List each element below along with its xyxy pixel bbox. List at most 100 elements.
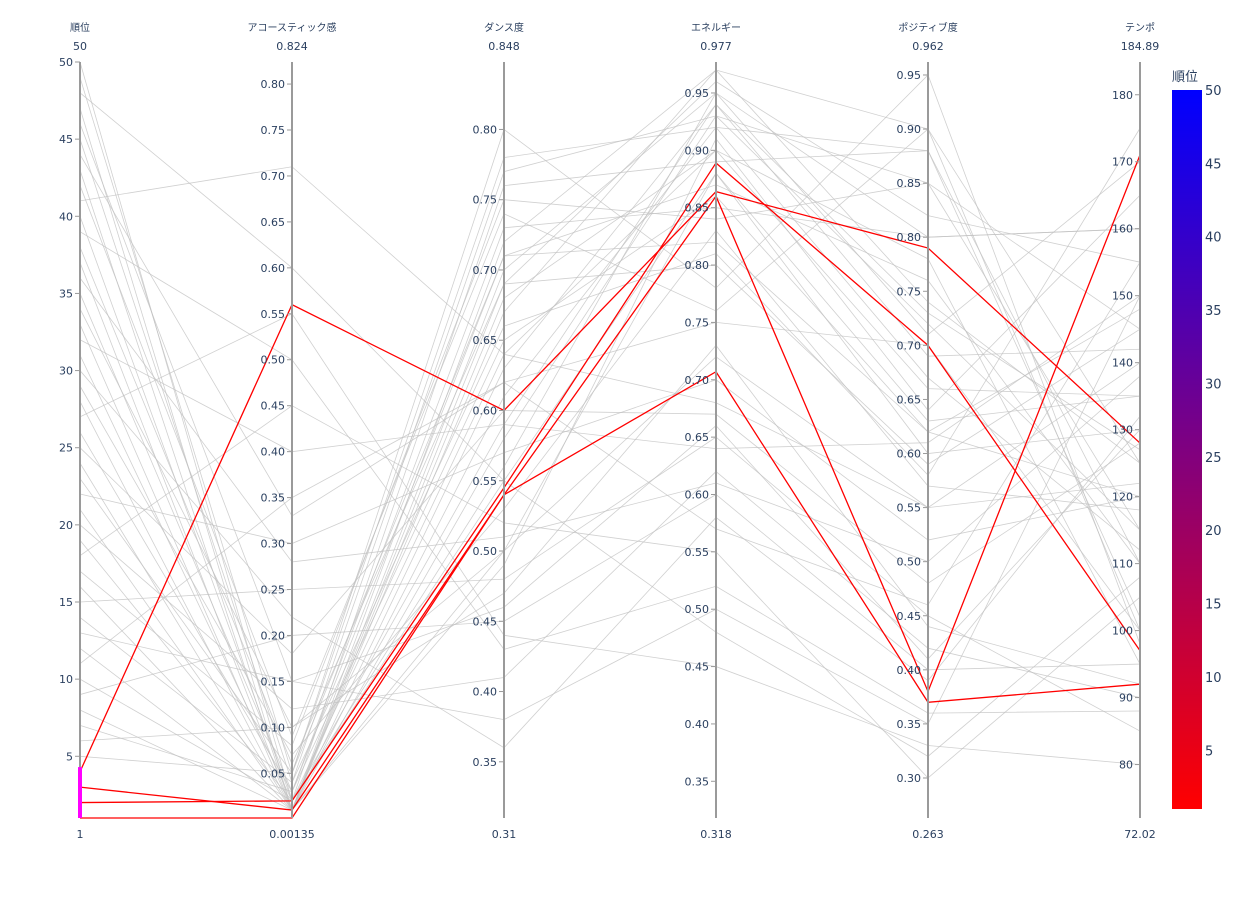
axis-title[interactable]: アコースティック感 [248, 21, 337, 34]
tick-label: 0.75 [473, 194, 498, 207]
tick-label: 0.80 [261, 78, 286, 91]
colorbar-tick-label: 5 [1205, 744, 1213, 759]
tick-label: 150 [1112, 290, 1133, 303]
tick-label: 20 [59, 519, 73, 532]
tick-label: 0.70 [473, 264, 498, 277]
axes-group: 順位5015101520253035404550アコースティック感0.8240.… [59, 21, 1159, 841]
tick-label: 170 [1112, 156, 1133, 169]
tick-label: 0.60 [261, 262, 286, 275]
tick-label: 160 [1112, 223, 1133, 236]
axis-min-label: 0.263 [912, 828, 944, 841]
data-lines-highlighted [79, 154, 1141, 819]
tick-label: 45 [59, 133, 73, 146]
data-line [79, 128, 1141, 738]
data-line [79, 405, 1141, 779]
colorbar-tick-label: 40 [1205, 231, 1222, 246]
tick-label: 0.60 [685, 488, 710, 501]
axis-valence[interactable]: ポジティブ度 0.962 0.263 0.30 0.35 0.40 0.45 0.50 0.55… [897, 21, 958, 841]
data-line [79, 92, 1141, 802]
data-line [79, 313, 1141, 765]
colorbar: 順位 5 10 15 20 25 30 35 40 45 50 [1172, 70, 1222, 809]
data-line [79, 74, 1141, 775]
data-line [79, 231, 1141, 714]
tick-label: 0.40 [261, 446, 286, 459]
tick-label: 0.70 [261, 170, 286, 183]
tick-label: 0.05 [261, 767, 286, 780]
colorbar-tick-label: 20 [1205, 524, 1222, 539]
tick-label: 35 [59, 287, 73, 300]
data-line [79, 410, 1141, 655]
tick-label: 180 [1112, 89, 1133, 102]
tick-label: 0.50 [473, 545, 498, 558]
data-line [79, 207, 1141, 793]
tick-label: 0.80 [473, 123, 498, 136]
axis-danceability[interactable]: ダンス度 0.848 0.31 0.35 0.40 0.45 0.50 0.55 0.60 0.6… [473, 21, 524, 841]
tick-label: 10 [59, 673, 73, 686]
tick-label: 15 [59, 596, 73, 609]
data-line [79, 126, 1141, 774]
data-line [79, 61, 1141, 802]
axis-tempo[interactable]: テンポ 184.89 72.02 80 90 100 110 120 130 140 150 160 1… [1112, 22, 1159, 841]
data-line [79, 69, 1141, 812]
colorbar-title: 順位 [1172, 70, 1198, 85]
tick-label: 0.70 [897, 339, 922, 352]
axis-min-label: 1 [77, 828, 84, 841]
axis-min-label: 72.02 [1124, 828, 1156, 841]
tick-label: 0.35 [261, 492, 286, 505]
axis-min-label: 0.00135 [269, 828, 315, 841]
data-line [79, 379, 1141, 544]
data-line [79, 277, 1141, 563]
tick-label: 80 [1119, 759, 1133, 772]
axis-title[interactable]: ダンス度 [484, 21, 524, 34]
colorbar-tick-label: 35 [1205, 304, 1222, 319]
tick-label: 0.70 [685, 374, 710, 387]
axis-max-label: 50 [73, 40, 87, 53]
data-line [79, 115, 1141, 784]
data-line [79, 184, 1141, 793]
data-line [79, 80, 1141, 811]
data-line [79, 115, 1141, 811]
tick-label: 5 [66, 750, 73, 763]
axis-min-label: 0.318 [700, 828, 732, 841]
colorbar-tick-label: 45 [1205, 157, 1222, 172]
tick-label: 0.40 [685, 718, 710, 731]
tick-label: 25 [59, 442, 73, 455]
colorbar-gradient [1172, 90, 1202, 809]
tick-label: 120 [1112, 491, 1133, 504]
data-line [79, 295, 1141, 453]
axis-energy[interactable]: エネルギー 0.977 0.318 0.35 0.40 0.45 0.50 0.55 0.60 0… [685, 22, 742, 841]
data-line [79, 150, 1141, 802]
tick-label: 90 [1119, 692, 1133, 705]
tick-label: 50 [59, 56, 73, 69]
tick-label: 0.45 [261, 400, 286, 413]
tick-label: 0.55 [261, 308, 286, 321]
tick-label: 0.80 [685, 259, 710, 272]
axis-title[interactable]: エネルギー [691, 22, 741, 34]
data-lines-background [79, 61, 1141, 812]
tick-label: 0.75 [261, 124, 286, 137]
tick-label: 0.65 [261, 216, 286, 229]
tick-label: 0.60 [473, 404, 498, 417]
axis-title[interactable]: ポジティブ度 [898, 21, 957, 34]
tick-label: 0.90 [897, 123, 922, 136]
tick-label: 0.75 [685, 316, 710, 329]
tick-label: 0.45 [897, 610, 922, 623]
tick-label: 30 [59, 365, 73, 378]
data-line [79, 161, 1141, 804]
tick-label: 0.25 [261, 583, 286, 596]
axis-title[interactable]: テンポ [1125, 22, 1155, 34]
tick-label: 0.40 [897, 664, 922, 677]
tick-label: 0.90 [685, 144, 710, 157]
axis-min-label: 0.31 [492, 828, 517, 841]
axis-title[interactable]: 順位 [70, 21, 90, 34]
axis-max-label: 0.977 [700, 40, 732, 53]
data-line [79, 123, 1141, 682]
data-line [79, 138, 1141, 811]
axis-acousticness[interactable]: アコースティック感 0.824 0.00135 0.05 0.10 0.15 0.20 0.2… [248, 21, 337, 841]
data-line [80, 154, 1141, 819]
tick-label: 0.20 [261, 629, 286, 642]
tick-label: 0.55 [473, 475, 498, 488]
tick-label: 0.35 [685, 775, 710, 788]
